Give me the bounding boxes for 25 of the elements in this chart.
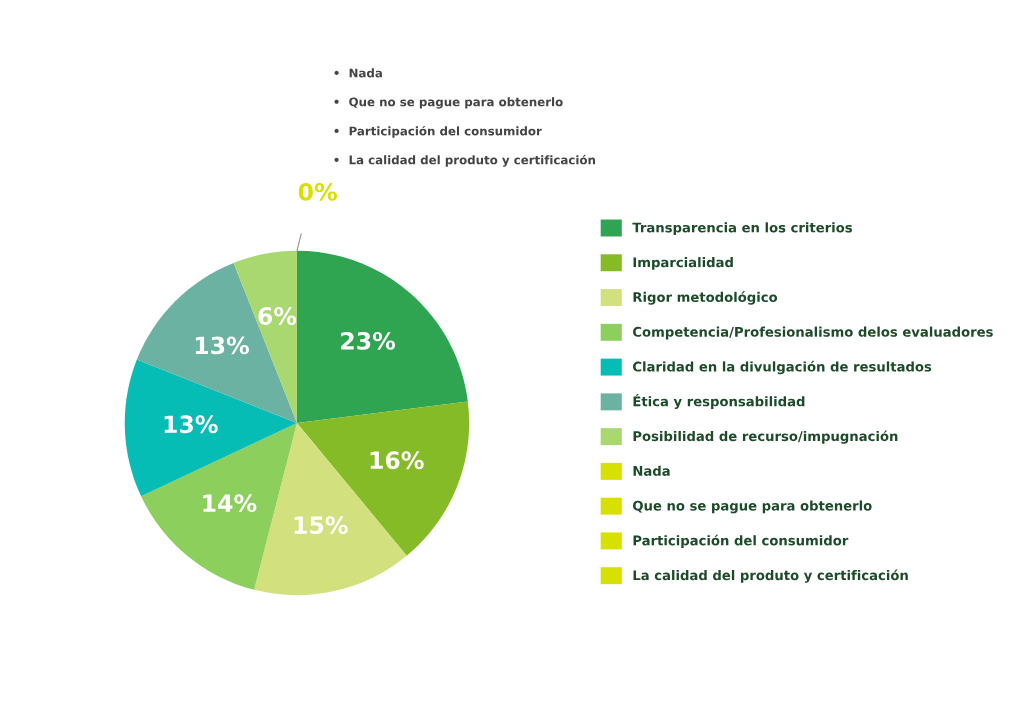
text: • La calidad del produto y certificación: [334, 154, 596, 167]
data-label: 13%: [195, 336, 249, 355]
data-label: 13%: [164, 415, 218, 434]
legend-label: Posibilidad de recurso/impugnación: [633, 430, 898, 444]
pie-slice: [296, 250, 468, 423]
data-label: 6%: [258, 307, 297, 325]
text: • Participación del consumidor: [334, 125, 542, 138]
data-label: 16%: [370, 451, 424, 470]
legend-label: Competencia/Profesionalismo delos evaluadores: [633, 326, 993, 340]
pie-slice: [296, 401, 470, 556]
legend-label: Claridad en la divulgación de resultados: [633, 360, 932, 375]
legend-label: Ética y responsabilidad: [633, 393, 805, 410]
data-label: 14%: [203, 494, 257, 513]
legend-label: Rigor metodológico: [633, 291, 778, 305]
legend-label: Imparcialidad: [633, 257, 733, 270]
legend-label: Que no se pague para obtenerlo: [633, 500, 872, 514]
legend-label: Transparencia en los criterios: [632, 222, 852, 236]
text: 0%: [298, 182, 337, 201]
legend-label: La calidad del produto y certificación: [633, 569, 908, 583]
text: • Nada: [334, 68, 382, 78]
data-label: 15%: [294, 516, 348, 535]
text: • Que no se pague para obtenerlo: [334, 97, 563, 109]
legend-label: Participación del consumidor: [633, 534, 849, 548]
legend-label: Nada: [633, 465, 670, 476]
data-label: 23%: [341, 331, 396, 350]
